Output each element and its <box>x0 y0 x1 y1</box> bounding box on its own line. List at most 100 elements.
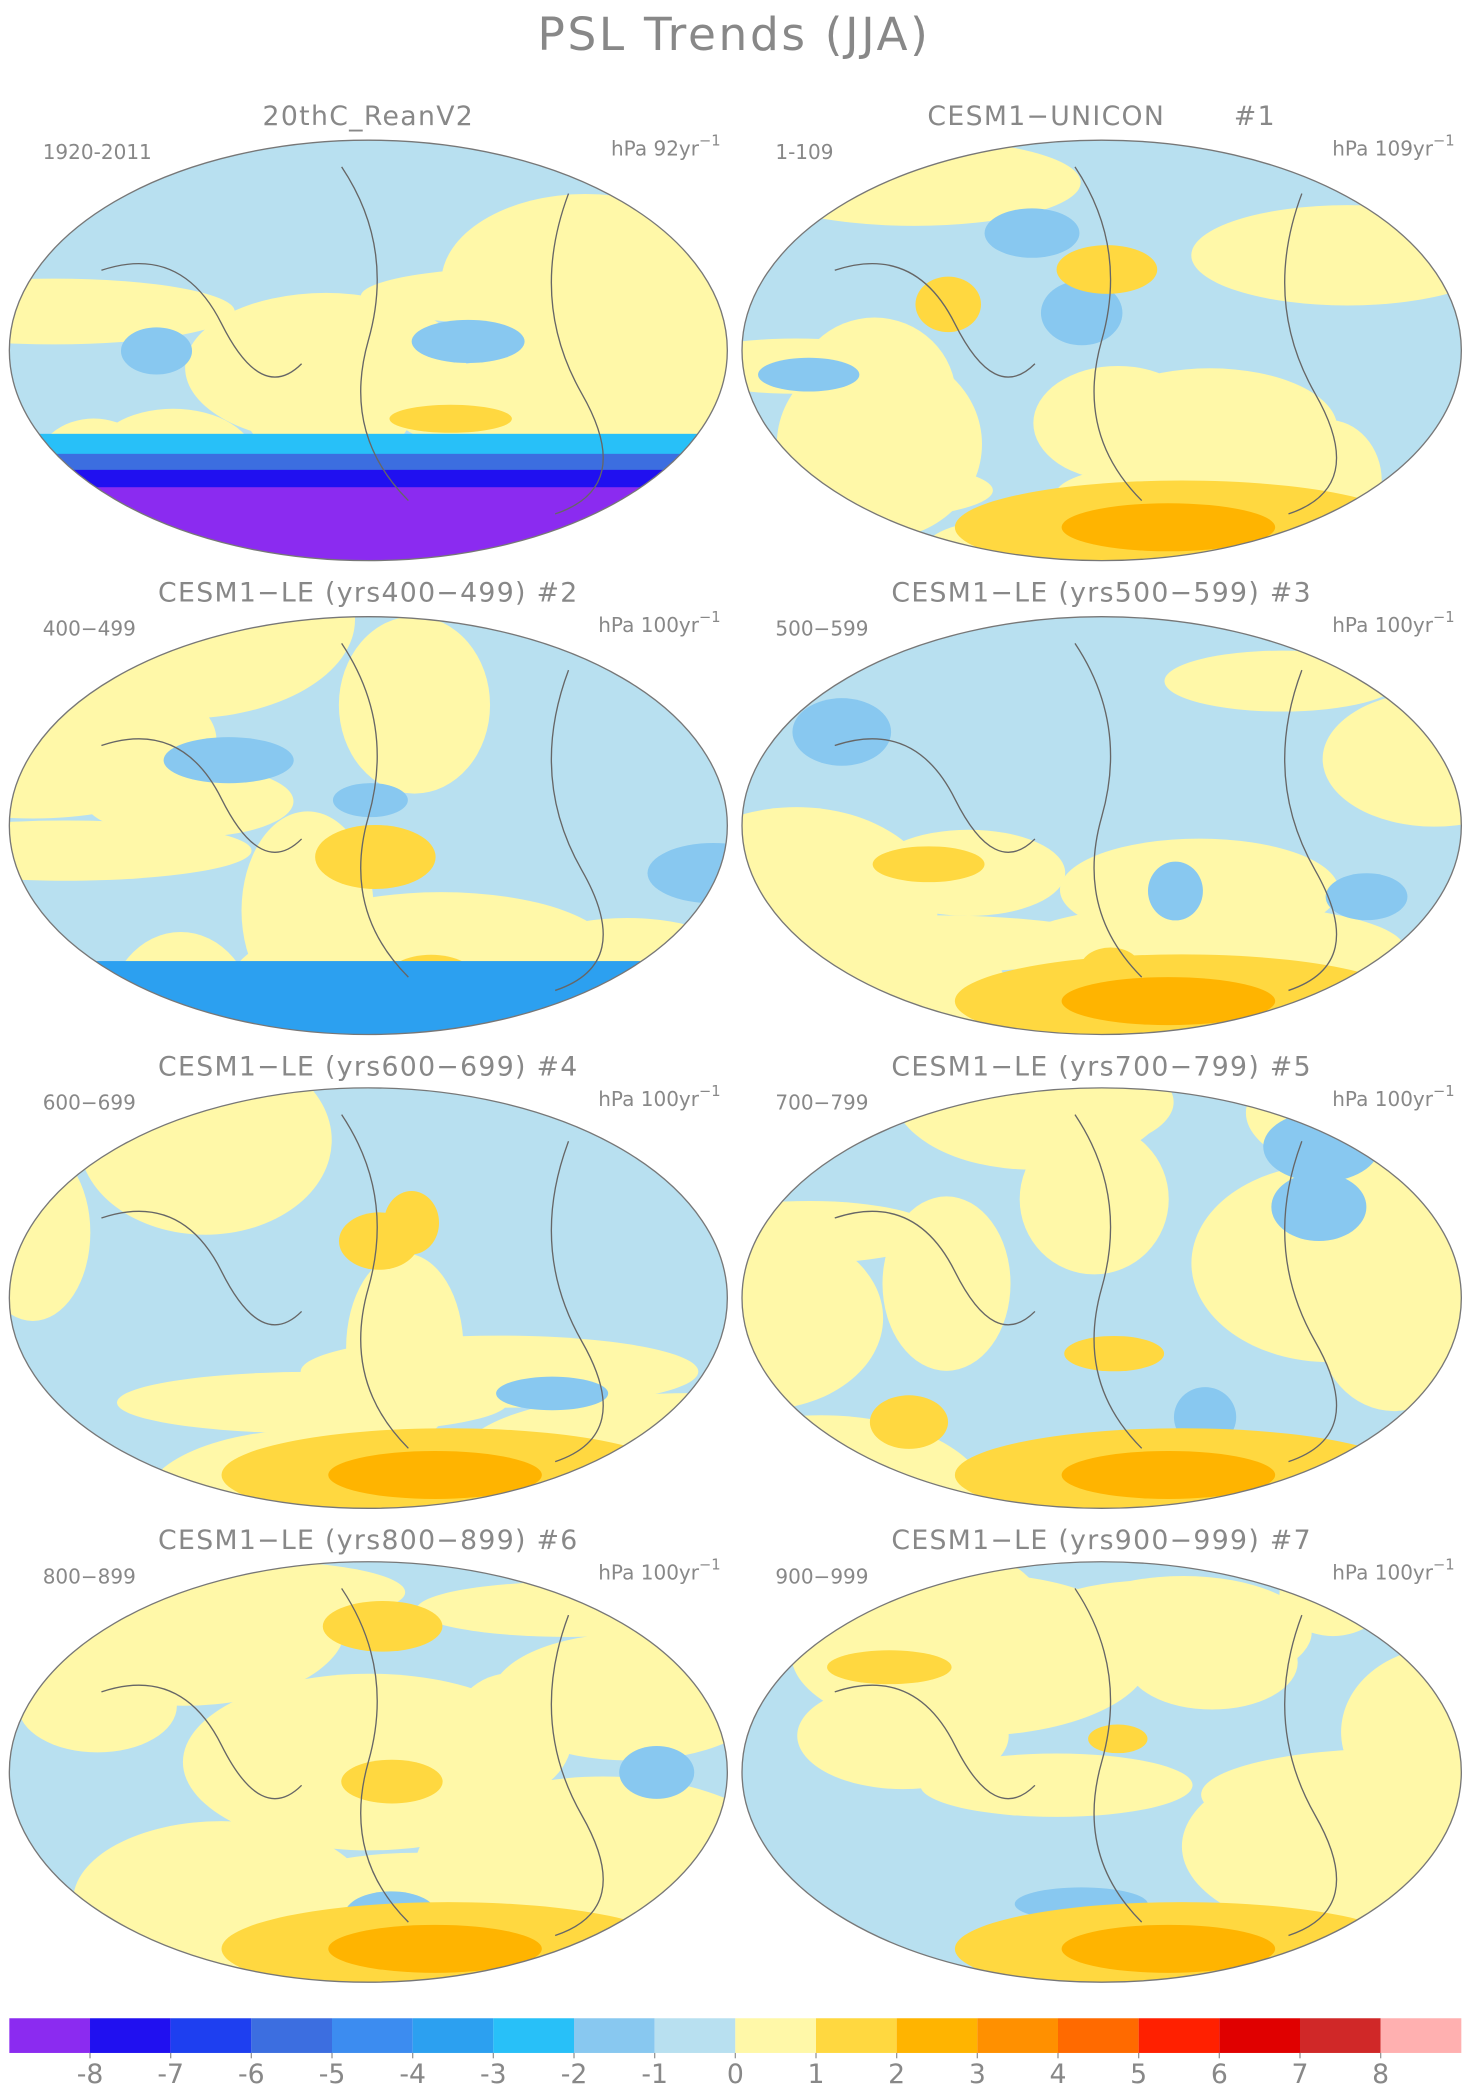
anomaly-region <box>872 846 985 883</box>
anomaly-region <box>673 1150 728 1200</box>
period-label: 700−799 <box>775 1090 868 1114</box>
anomaly-region <box>496 1376 609 1411</box>
units-label: hPa 109yr−1 <box>1332 132 1454 160</box>
units: hPa 100yr <box>1332 1086 1434 1110</box>
panel-title: CESM1−LE (yrs700−799) #5 <box>891 1051 1312 1082</box>
units-exponent: −1 <box>1433 1557 1455 1574</box>
panel-title: CESM1−LE (yrs800−899) #6 <box>158 1525 579 1556</box>
colorbar-tick-label: 3 <box>969 2059 986 2089</box>
anomaly-region <box>1088 1724 1148 1754</box>
panel-title: CESM1−LE (yrs600−699) #4 <box>158 1051 579 1082</box>
anomaly-region <box>1322 691 1462 827</box>
period-label: 400−499 <box>43 617 136 641</box>
colorbar-swatch <box>654 2018 736 2053</box>
anomaly-region <box>116 1371 508 1434</box>
units: hPa 100yr <box>598 1086 700 1110</box>
anomaly-region <box>384 1191 440 1255</box>
map-outline <box>8 1561 728 1983</box>
anomaly-region <box>791 1573 1152 1736</box>
colorbar-tick-label: 2 <box>888 2059 905 2089</box>
colorbar-swatch <box>977 2018 1058 2053</box>
colorbar-tick-label: -4 <box>399 2059 426 2089</box>
anomaly-region <box>120 327 193 375</box>
colorbar-swatch <box>332 2018 413 2053</box>
anomaly-region <box>619 1745 695 1799</box>
anomaly-region <box>915 276 982 333</box>
anomaly-region <box>163 737 294 784</box>
map-outline <box>8 616 728 1036</box>
coastline <box>101 166 604 515</box>
anomaly-region <box>742 1200 937 1264</box>
anomaly-region <box>1271 1172 1367 1242</box>
anomaly-region <box>389 404 512 433</box>
anomaly-region <box>360 266 714 326</box>
anomaly-region <box>647 842 728 904</box>
anomaly-region <box>869 1395 949 1449</box>
colorbar-swatch <box>90 2018 171 2053</box>
anomaly-region <box>920 1753 1193 1817</box>
anomaly-region <box>742 1226 884 1410</box>
map-outline <box>741 1561 1462 1983</box>
period-label: 1-109 <box>775 140 833 164</box>
anomaly-region <box>1019 1123 1169 1275</box>
panel-title: CESM1−LE (yrs500−599) #3 <box>891 577 1312 608</box>
panel-title: 20thC_ReanV2 <box>263 101 475 132</box>
colorbar-swatch <box>574 2018 655 2053</box>
coastline <box>834 1114 1338 1463</box>
units: hPa 109yr <box>1332 136 1434 160</box>
anomaly-region <box>411 319 525 364</box>
anomaly-region <box>450 1673 573 1795</box>
colorbar-swatch <box>1219 2018 1300 2053</box>
colorbar-tick-label: -1 <box>641 2059 668 2089</box>
anomaly-region <box>742 993 894 1035</box>
coastline <box>101 1588 604 1937</box>
units-label: hPa 100yr−1 <box>1332 1083 1454 1111</box>
coastline <box>101 643 604 992</box>
period-label: 500−599 <box>775 617 868 641</box>
anomaly-region <box>984 208 1080 258</box>
colorbar-swatch <box>816 2018 897 2053</box>
anomaly-region <box>1061 1924 1276 1973</box>
anomaly-region <box>1164 650 1399 712</box>
anomaly-region <box>742 960 848 1021</box>
map <box>742 616 1462 1035</box>
anomaly-region <box>1325 873 1408 921</box>
map <box>742 1561 1462 1983</box>
anomaly-region <box>322 1600 443 1652</box>
units: hPa 100yr <box>598 1560 700 1584</box>
coastline <box>834 643 1338 992</box>
units: hPa 100yr <box>1332 1560 1434 1584</box>
map <box>9 1561 728 1983</box>
colorbar-tick-label: 1 <box>808 2059 825 2089</box>
units: hPa 92yr <box>611 136 700 160</box>
anomaly-region <box>1064 1335 1165 1372</box>
colorbar-swatch <box>1380 2018 1462 2053</box>
colorbar-tick-label: 6 <box>1211 2059 1228 2089</box>
colorbar-swatch <box>251 2018 333 2053</box>
units-label: hPa 100yr−1 <box>598 1557 720 1585</box>
coastline <box>834 166 1338 515</box>
anomaly-region <box>827 1650 952 1685</box>
colorbar-tick-label: -2 <box>561 2059 588 2089</box>
colorbar-swatch <box>735 2018 817 2053</box>
anomaly-region <box>9 961 728 1035</box>
anomaly-region <box>1061 1450 1276 1500</box>
anomaly-region <box>742 1845 771 1883</box>
anomaly-region <box>9 278 235 345</box>
anomaly-region <box>332 783 408 818</box>
colorbar-tick-label: 4 <box>1050 2059 1067 2089</box>
units-exponent: −1 <box>1433 1083 1455 1100</box>
anomaly-region <box>315 824 436 889</box>
colorbar-swatch <box>1057 2018 1139 2053</box>
colorbar-swatch <box>493 2018 575 2053</box>
colorbar-swatch <box>170 2018 252 2053</box>
colorbar-tick-label: -7 <box>157 2059 184 2089</box>
map-outline <box>8 1087 728 1510</box>
coastline <box>101 1114 604 1463</box>
colorbar-tick-label: 5 <box>1130 2059 1147 2089</box>
anomaly-region <box>341 1759 443 1804</box>
map-outline <box>741 1087 1462 1510</box>
map-outline <box>741 139 1462 562</box>
units: hPa 100yr <box>598 613 700 637</box>
